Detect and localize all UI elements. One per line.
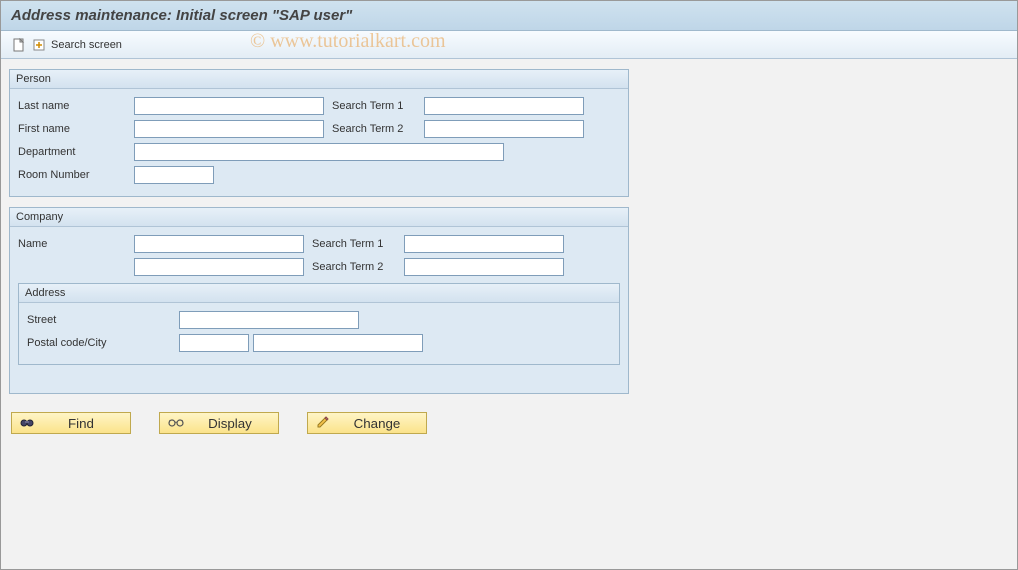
postal-input[interactable]	[179, 334, 249, 352]
binoculars-icon	[20, 415, 34, 432]
display-button[interactable]: Display	[159, 412, 279, 434]
address-legend: Address	[19, 284, 619, 303]
last-name-label: Last name	[16, 100, 134, 112]
street-input[interactable]	[179, 311, 359, 329]
department-input[interactable]	[134, 143, 504, 161]
search1-label-person: Search Term 1	[324, 100, 424, 112]
person-search1-input[interactable]	[424, 97, 584, 115]
first-name-input[interactable]	[134, 120, 324, 138]
room-label: Room Number	[16, 169, 134, 181]
toolbar-search-label[interactable]: Search screen	[51, 39, 122, 51]
display-label: Display	[190, 416, 270, 431]
street-label: Street	[25, 314, 143, 326]
button-row: Find Display Change	[11, 412, 1009, 434]
new-doc-icon[interactable]	[11, 37, 27, 53]
create-icon[interactable]	[31, 37, 47, 53]
find-label: Find	[40, 416, 122, 431]
company-search1-input[interactable]	[404, 235, 564, 253]
search2-label-company: Search Term 2	[304, 261, 404, 273]
address-group: Address Street Postal code/City	[18, 283, 620, 365]
company-search2-input[interactable]	[404, 258, 564, 276]
company-name1-input[interactable]	[134, 235, 304, 253]
company-group: Company Name Search Term 1 Search Term 2…	[9, 207, 629, 394]
find-button[interactable]: Find	[11, 412, 131, 434]
company-name2-input[interactable]	[134, 258, 304, 276]
search1-label-company: Search Term 1	[304, 238, 404, 250]
postal-label: Postal code/City	[25, 337, 143, 349]
content-area: Person Last name Search Term 1 First nam…	[1, 59, 1017, 444]
company-legend: Company	[10, 208, 628, 227]
person-legend: Person	[10, 70, 628, 89]
person-search2-input[interactable]	[424, 120, 584, 138]
city-input[interactable]	[253, 334, 423, 352]
change-button[interactable]: Change	[307, 412, 427, 434]
glasses-icon	[168, 416, 184, 431]
room-input[interactable]	[134, 166, 214, 184]
last-name-input[interactable]	[134, 97, 324, 115]
change-label: Change	[336, 416, 418, 431]
person-group: Person Last name Search Term 1 First nam…	[9, 69, 629, 197]
pencil-icon	[316, 415, 330, 432]
first-name-label: First name	[16, 123, 134, 135]
company-name-label: Name	[16, 238, 134, 250]
page-title: Address maintenance: Initial screen "SAP…	[1, 1, 1017, 31]
toolbar: Search screen	[1, 31, 1017, 59]
search2-label-person: Search Term 2	[324, 123, 424, 135]
department-label: Department	[16, 146, 134, 158]
